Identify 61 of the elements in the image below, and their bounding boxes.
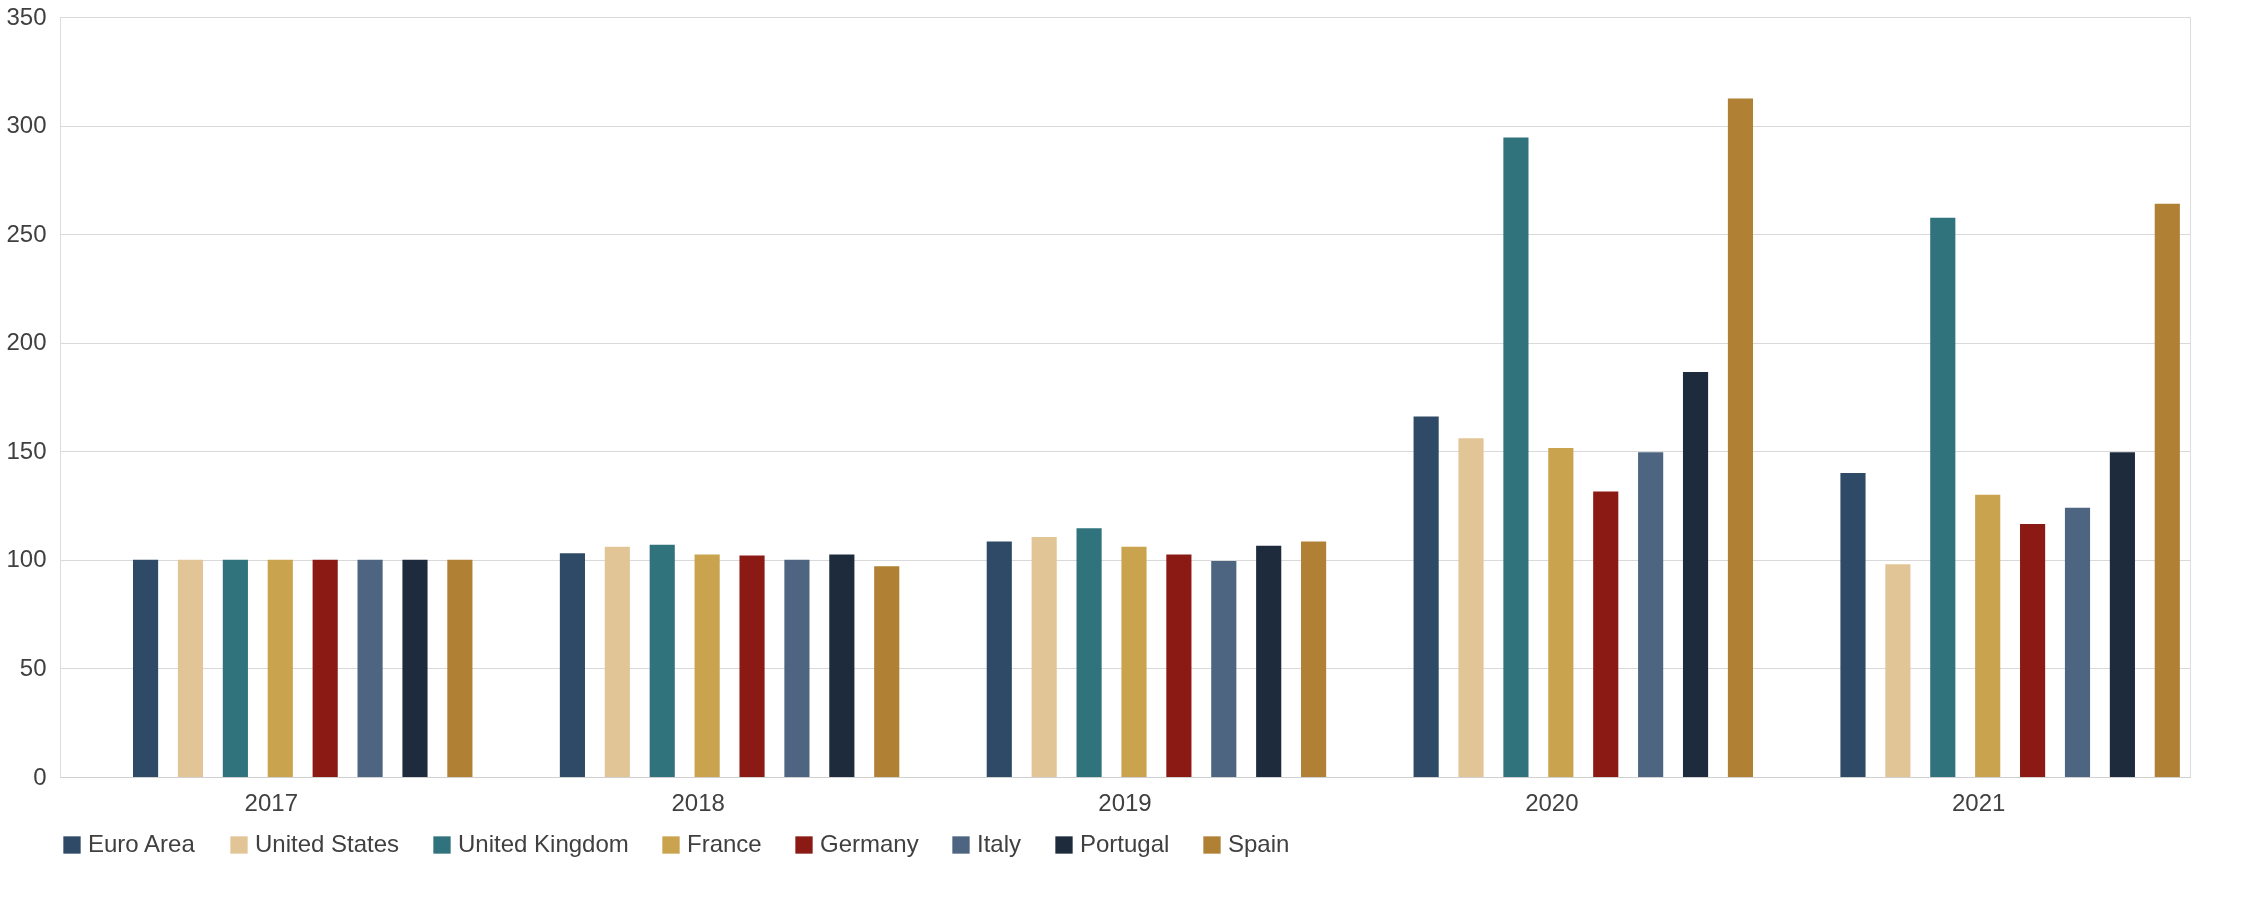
bar [1593,491,1619,777]
bar [357,559,383,777]
bar [1682,372,1709,777]
y-tick-label: 200 [6,328,47,356]
legend-label: Portugal [1080,830,1170,857]
x-tick-label: 2020 [1525,788,1579,816]
bar [1840,473,1866,777]
bar [1076,528,1102,777]
bar [1930,217,1956,777]
bar [132,559,159,777]
bar [559,553,585,777]
bar [2109,452,2135,777]
bar [694,554,720,777]
x-tick-label: 2017 [244,788,298,816]
bar [1638,452,1664,777]
bar [447,559,473,777]
x-tick-label: 2018 [671,788,725,816]
bar [1975,494,2001,777]
bar [1211,560,1237,777]
y-tick-label: 150 [6,436,47,464]
bar [1413,416,1439,777]
bar [1548,448,1574,777]
legend-label: Euro Area [88,830,196,857]
bar [1121,546,1147,777]
y-tick-label: 250 [6,219,47,247]
bar [2064,507,2091,777]
y-tick-label: 0 [33,762,47,790]
legend-label: France [687,830,762,857]
bar [784,559,810,777]
bar [986,541,1012,777]
bar [1727,98,1754,777]
y-tick-label: 100 [6,545,47,573]
bar [604,546,630,777]
bar [267,559,293,777]
legend-label: Italy [977,830,1022,857]
bar [739,555,765,777]
x-tick-label: 2019 [1098,788,1152,816]
bar [177,559,204,777]
y-tick-label: 50 [19,653,47,681]
legend-label: United Kingdom [458,830,629,857]
bar [1301,541,1327,777]
bar [2020,524,2046,777]
y-tick-label: 300 [6,111,47,139]
bar [1256,545,1282,777]
bar [649,544,675,777]
bar [1885,564,1911,777]
legend-label: United States [255,830,400,857]
bar [2154,203,2180,777]
bar [402,559,428,777]
bar [312,559,338,777]
bar [1031,537,1057,777]
bar [1458,438,1484,777]
legend-label: Germany [820,830,919,857]
bar [222,559,248,777]
bar [1503,137,1529,777]
y-tick-label: 350 [6,2,47,30]
bar [829,554,855,777]
legend-label: Spain [1228,830,1290,857]
bar [1166,554,1192,777]
x-tick-label: 2021 [1952,788,2006,816]
bar [874,566,900,777]
